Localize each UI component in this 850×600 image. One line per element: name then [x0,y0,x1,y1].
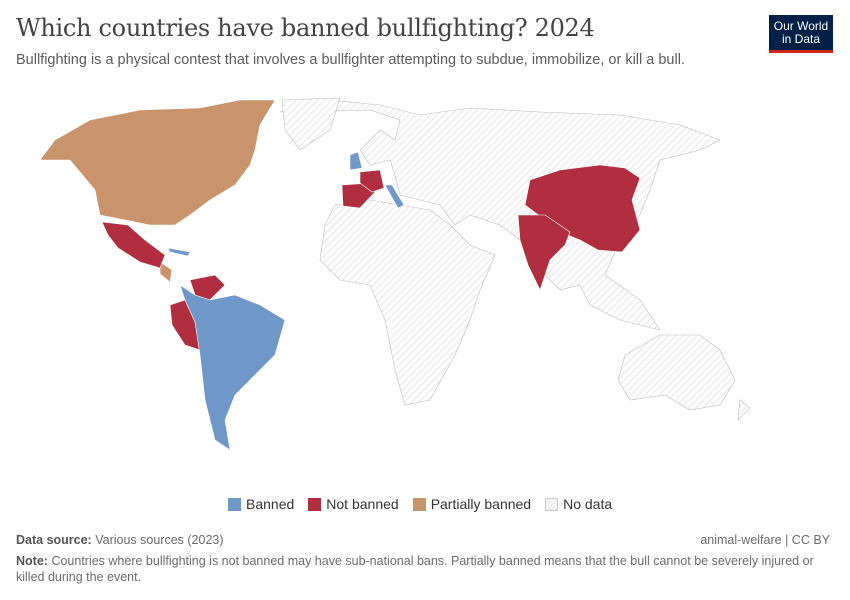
license[interactable]: animal-welfare | CC BY [700,533,830,547]
note: Note: Countries where bullfighting is no… [16,553,831,585]
country-cuba[interactable] [167,247,191,257]
legend-item-no-data[interactable]: No data [545,496,612,512]
legend-label: Not banned [326,496,399,512]
legend-label: Banned [246,496,295,512]
country-india[interactable] [517,214,571,291]
data-source: Data source: Various sources (2023) [16,533,224,547]
swatch [545,497,559,511]
country-venezuela[interactable] [189,274,226,301]
page-subtitle: Bullfighting is a physical contest that … [16,52,685,68]
note-text: Countries where bullfighting is not bann… [16,554,814,584]
source-text[interactable]: Various sources (2023) [95,533,224,547]
legend: Banned Not banned Partially banned No da… [228,496,612,512]
country-uk[interactable] [349,151,363,171]
legend-item-banned[interactable]: Banned [228,496,294,512]
legend-label: Partially banned [430,496,532,512]
page-title: Which countries have banned bullfighting… [16,14,595,42]
world-map[interactable] [0,90,850,470]
legend-item-partially-banned[interactable]: Partially banned [412,496,532,512]
country-mexico[interactable] [101,221,166,269]
country-italy[interactable] [384,184,405,209]
region-africa-nodata[interactable] [319,199,496,406]
region-eurasia-nodata[interactable] [279,99,721,331]
country-france[interactable] [359,169,385,193]
owid-logo[interactable]: Our World in Data [769,15,833,53]
legend-item-not-banned[interactable]: Not banned [308,496,399,512]
swatch [228,497,241,511]
source-label: Data source: [16,533,92,547]
note-label: Note: [16,554,48,568]
country-central-america[interactable] [159,261,173,283]
swatch [308,497,322,511]
region-newzealand-nodata[interactable] [737,399,751,421]
region-australia-nodata[interactable] [617,334,736,411]
legend-label: No data [563,496,613,512]
region-greenland-nodata[interactable] [281,97,341,151]
country-south-america-banned[interactable] [179,284,286,451]
country-canada-usa[interactable] [39,99,276,226]
swatch [412,497,426,511]
